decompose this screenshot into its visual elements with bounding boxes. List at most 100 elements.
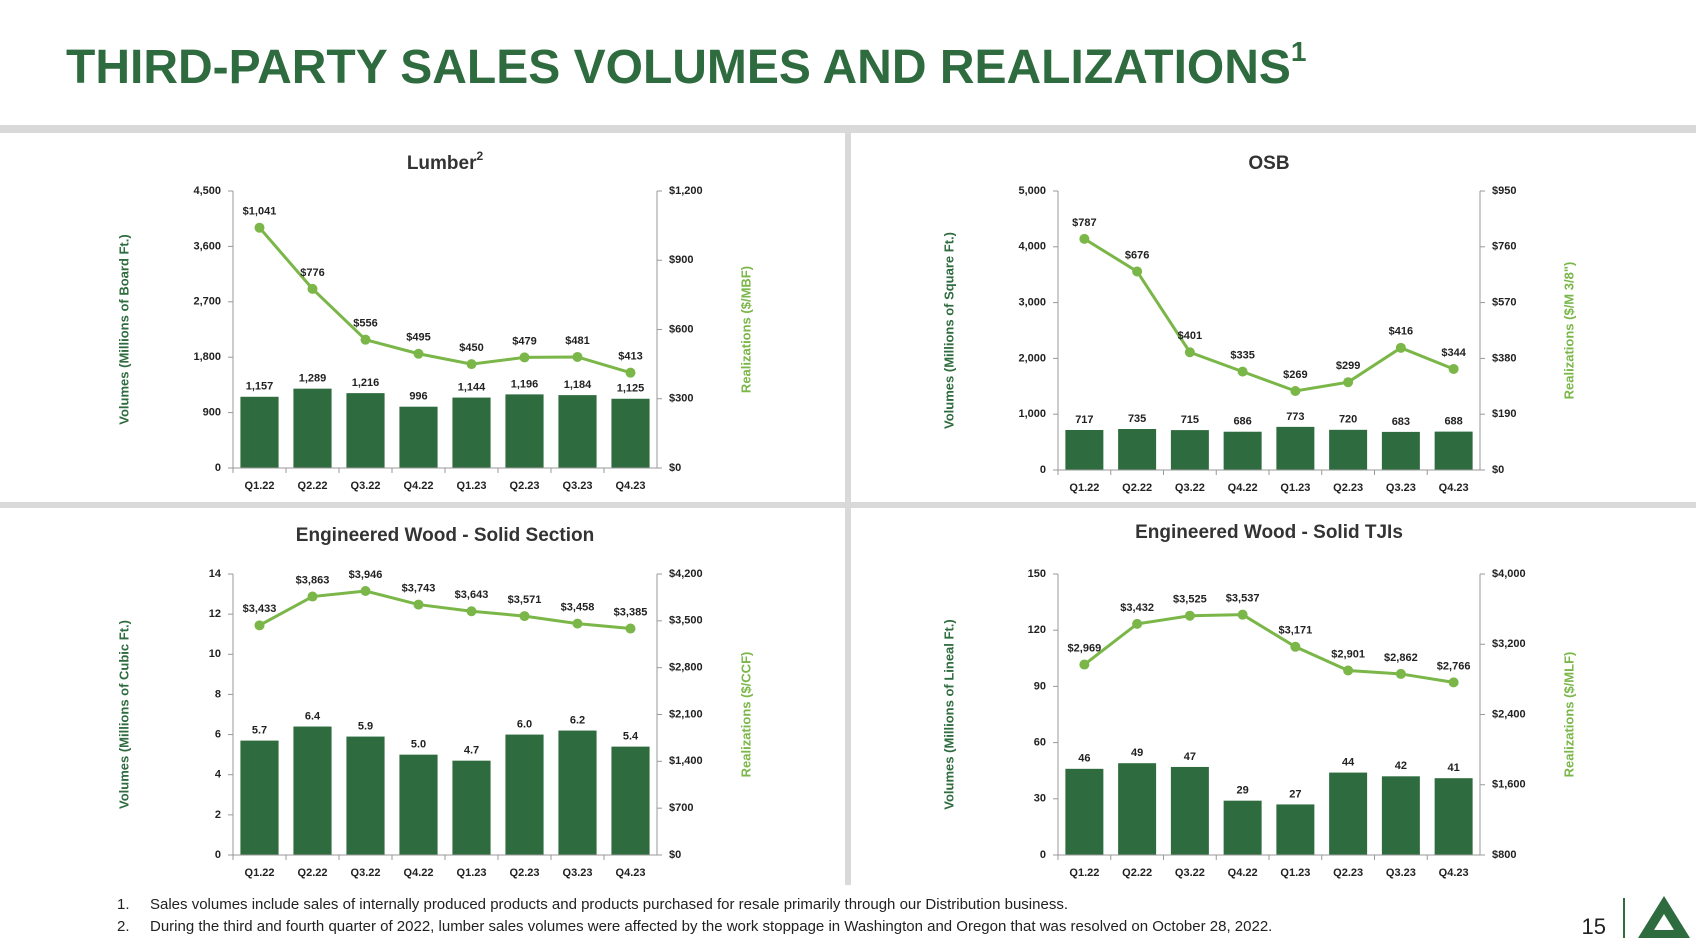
line-point <box>1343 665 1354 676</box>
y2-tick-label: $3,500 <box>669 615 703 627</box>
y-tick-label: 14 <box>209 568 222 580</box>
line-point <box>572 618 583 629</box>
line-value-label: $481 <box>565 335 589 347</box>
bar-value-label: 717 <box>1075 414 1093 426</box>
y2-axis-label: Realizations ($/CCF) <box>738 652 753 778</box>
bar <box>452 760 491 855</box>
bar-value-label: 1,144 <box>458 381 486 393</box>
y-tick-label: 4,000 <box>1018 241 1046 253</box>
line-point <box>1237 366 1248 377</box>
y-tick-label: 2,000 <box>1018 352 1046 364</box>
y-axis-label: Volumes (Millions of Board Ft.) <box>116 234 131 424</box>
y-tick-label: 0 <box>215 462 221 474</box>
line-point <box>1448 677 1459 688</box>
bar <box>240 740 279 855</box>
bar-value-label: 6.4 <box>305 710 321 722</box>
header-rule <box>0 125 1696 133</box>
line-value-label: $3,433 <box>243 603 277 615</box>
bar <box>1276 804 1315 855</box>
line-value-label: $3,432 <box>1120 602 1154 614</box>
bar <box>1381 431 1420 470</box>
bar <box>1065 429 1104 470</box>
y-tick-label: 8 <box>215 688 221 700</box>
bar-value-label: 5.9 <box>358 720 373 732</box>
line-point <box>1184 347 1195 358</box>
y2-axis-label: Realizations ($/MBF) <box>738 266 753 393</box>
footnote-marker: 2. <box>117 918 130 935</box>
x-tick-label: Q4.22 <box>404 480 434 492</box>
line-value-label: $299 <box>1336 360 1360 372</box>
bar <box>1434 778 1473 855</box>
x-tick-label: Q1.23 <box>457 480 487 492</box>
line-value-label: $776 <box>300 267 324 279</box>
line-value-label: $3,946 <box>349 569 383 581</box>
bar <box>1223 431 1262 470</box>
bar <box>1381 776 1420 855</box>
line-point <box>307 591 318 602</box>
line-point <box>1132 618 1143 629</box>
line-value-label: $3,385 <box>614 606 648 618</box>
line-point <box>519 352 530 363</box>
line-value-label: $3,537 <box>1226 593 1260 605</box>
line-value-label: $556 <box>353 318 377 330</box>
bar <box>1276 426 1315 470</box>
chart-title: Lumber2 <box>407 149 484 174</box>
y-tick-label: 2,700 <box>193 296 221 308</box>
x-tick-label: Q2.22 <box>1122 867 1152 879</box>
bar-value-label: 715 <box>1181 414 1199 426</box>
y2-tick-label: $1,600 <box>1492 779 1526 791</box>
bar-value-label: 1,289 <box>299 373 327 385</box>
y2-tick-label: $2,800 <box>669 662 703 674</box>
y-tick-label: 4 <box>215 769 222 781</box>
y-axis-label: Volumes (Millions of Lineal Ft.) <box>941 619 956 809</box>
line <box>1083 237 1455 393</box>
bar <box>1329 429 1368 470</box>
y2-tick-label: $190 <box>1492 408 1516 420</box>
y2-tick-label: $0 <box>1492 464 1504 476</box>
x-tick-label: Q3.22 <box>1175 482 1205 494</box>
y2-tick-label: $2,100 <box>669 708 703 720</box>
x-tick-label: Q1.23 <box>1280 867 1310 879</box>
x-tick-label: Q4.23 <box>1439 482 1469 494</box>
bar <box>452 397 491 468</box>
line-value-label: $495 <box>406 332 430 344</box>
line-value-label: $2,766 <box>1437 660 1471 672</box>
bar-value-label: 683 <box>1392 416 1410 428</box>
y-tick-label: 3,000 <box>1018 297 1046 309</box>
y-axis-label: Volumes (Millions of Cubic Ft.) <box>116 620 131 809</box>
page-number: 15 <box>1582 914 1606 939</box>
line-value-label: $401 <box>1178 330 1202 342</box>
line-point <box>466 606 477 617</box>
bar <box>1118 428 1157 470</box>
line-point <box>519 611 530 622</box>
y-tick-label: 5,000 <box>1018 185 1046 197</box>
x-tick-label: Q1.22 <box>1069 482 1099 494</box>
bar-value-label: 46 <box>1078 753 1090 765</box>
y-tick-label: 2 <box>215 809 221 821</box>
y2-tick-label: $700 <box>669 802 693 814</box>
bar <box>1065 768 1104 855</box>
line-value-label: $2,969 <box>1068 642 1102 654</box>
y-tick-label: 30 <box>1034 793 1046 805</box>
bar-value-label: 1,184 <box>564 379 592 391</box>
line-value-label: $1,041 <box>243 206 277 218</box>
chart-title-sup: 2 <box>477 149 484 163</box>
x-tick-label: Q3.23 <box>1386 867 1416 879</box>
bar-value-label: 4.7 <box>464 745 479 757</box>
bar <box>611 398 650 468</box>
y-tick-label: 60 <box>1034 737 1046 749</box>
bar-value-label: 720 <box>1339 414 1357 426</box>
x-tick-label: Q3.22 <box>351 480 381 492</box>
bar-value-label: 44 <box>1342 756 1355 768</box>
line-point <box>360 334 371 345</box>
line-value-label: $3,458 <box>561 602 595 614</box>
footnote-text: Sales volumes include sales of internall… <box>150 896 1068 913</box>
bar <box>293 388 332 468</box>
y-tick-label: 10 <box>209 648 221 660</box>
y2-tick-label: $600 <box>669 323 693 335</box>
bar <box>1170 430 1209 470</box>
line-point <box>1395 342 1406 353</box>
line-point <box>625 367 636 378</box>
